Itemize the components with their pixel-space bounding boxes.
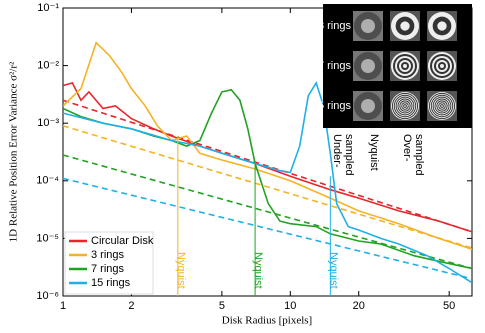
data-line: [63, 41, 472, 250]
inset-ring: [361, 99, 375, 113]
model-line: [63, 125, 472, 249]
data-line: [63, 81, 472, 233]
y-tick-label: 10⁻³: [37, 117, 59, 129]
x-tick-label: 20: [353, 300, 365, 312]
plot-lines: [63, 41, 472, 284]
legend-label: 3 rings: [91, 249, 125, 261]
x-tick-label: 2: [128, 300, 134, 312]
nyquist-label: Nyquist: [252, 252, 264, 289]
inset-column-label: Nyquist: [368, 134, 380, 171]
inset-row-label: 7 rings: [318, 60, 352, 72]
inset-ring: [437, 21, 447, 31]
legend-label: 15 rings: [91, 277, 131, 289]
inset-row-label: 15 rings: [312, 100, 352, 112]
y-tick-label: 10⁻¹: [37, 2, 59, 14]
nyquist-label: Nyquist: [175, 252, 187, 289]
legend: Circular Disk 3 rings 7 rings 15 rings: [64, 231, 154, 295]
x-tick-label: 50: [443, 300, 455, 312]
inset-ring: [361, 59, 375, 73]
inset-ring: [361, 19, 375, 33]
y-tick-label: 10⁻²: [37, 60, 59, 72]
inset-ring: [440, 64, 444, 68]
legend-label: 7 rings: [91, 263, 125, 275]
y-tick-label: 10⁻⁵: [36, 232, 59, 244]
inset-column-label: Over-: [401, 134, 413, 162]
x-tick-label: 1: [60, 300, 66, 312]
y-tick-label: 10⁻⁴: [36, 175, 59, 187]
data-line: [63, 80, 472, 284]
inset-ring: [441, 105, 443, 107]
nyquist-label: Nyquist: [327, 252, 339, 289]
legend-label: Circular Disk: [91, 235, 154, 247]
model-line: [63, 177, 472, 280]
inset-row-label: 3 rings: [318, 20, 352, 32]
inset-column-label: sampled: [413, 134, 425, 176]
inset-ring: [400, 21, 410, 31]
inset-ring: [403, 64, 407, 68]
y-axis-label: 1D Relative Position Error Variance σ²/r…: [8, 61, 20, 242]
inset-ring: [404, 105, 406, 107]
y-tick-label: 10⁻⁶: [36, 290, 59, 302]
model-line: [63, 154, 472, 270]
x-axis-label: Disk Radius [pixels]: [222, 315, 312, 327]
inset-column-label: sampled: [343, 134, 355, 176]
inset-column-label: Under-: [331, 134, 343, 168]
x-tick-label: 5: [219, 300, 225, 312]
x-tick-label: 10: [284, 300, 296, 312]
inset: 3 rings 7 rings 15 rings Under-sampled Nyqui…: [312, 4, 472, 176]
model-line: [63, 99, 472, 233]
